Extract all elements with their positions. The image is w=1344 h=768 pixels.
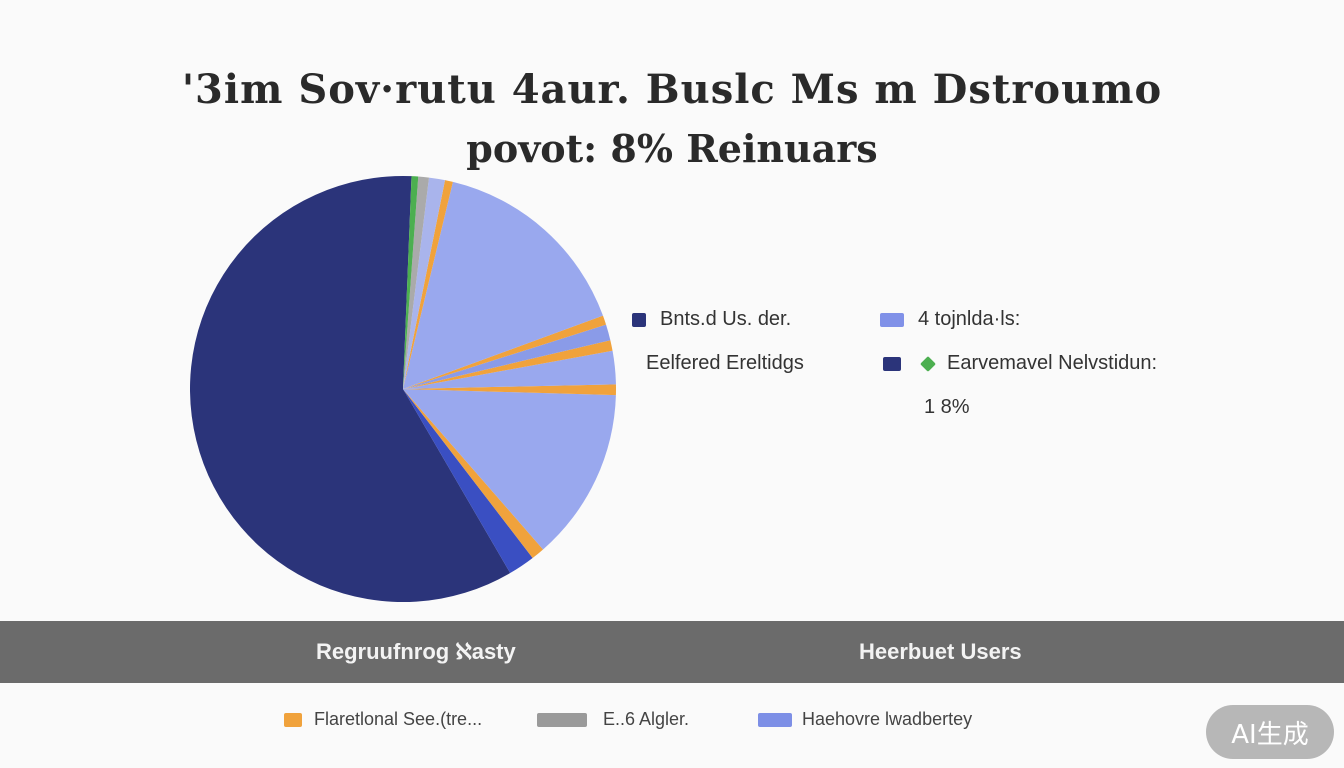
legend-label-1: Bnts.d Us. der.: [660, 308, 792, 330]
pie-slice-4: [403, 389, 616, 550]
pie-slice-7: [403, 340, 613, 389]
footer-band: Regruufnrog ℵasty Heerbuet Users: [0, 621, 1344, 683]
bottom-legend-item-1: Flaretlonal See.(tre...: [284, 709, 482, 730]
legend-label-3: Earvemavel Nelvstidun:: [947, 352, 1158, 374]
legend-swatch-1: [632, 312, 646, 327]
pie-slice-13: [403, 176, 430, 389]
chart-subtitle: povot: 8% Reinuars: [466, 126, 878, 171]
bottom-legend-item-3: Haehovre lwadbertey: [758, 709, 972, 730]
pie-slice-3: [403, 389, 544, 559]
bottom-legend-label-1: Flaretlonal See.(tre...: [314, 709, 483, 729]
legend-item-2: 4 tojnlda·ls:: [880, 308, 1020, 331]
pie-slice-1: [189, 176, 511, 603]
pie-slice-6: [403, 350, 616, 389]
pie-slice-5: [403, 384, 616, 396]
bottom-legend-label-3: Haehovre lwadbertey: [802, 709, 973, 729]
legend-label-2: 4 tojnlda·ls:: [918, 308, 1021, 330]
chart-title: '3im Sov·rutu 4aur. Buslc Ms m Dstroumo: [181, 66, 1163, 113]
pie-slice-11: [403, 180, 453, 389]
legend-item-1: Bnts.d Us. der.: [632, 308, 791, 331]
percent-label: 1 8%: [924, 396, 970, 418]
ai-generated-badge: AI生成: [1206, 705, 1334, 759]
pie-chart: [189, 176, 616, 603]
band-label-left: Regruufnrog ℵasty: [316, 639, 516, 664]
legend-swatch-2: [880, 312, 904, 327]
legend-item-3: Earvemavel Nelvstidun:: [883, 352, 1157, 375]
bottom-legend-swatch-1: [284, 712, 302, 727]
side-label-left: Eelfered Ereltidgs: [646, 352, 804, 374]
bottom-legend-swatch-3: [758, 712, 792, 727]
pie-slice-10: [403, 181, 603, 389]
pie-slice-14: [403, 176, 419, 389]
pie-slice-12: [403, 177, 446, 389]
bottom-legend-item-2: E..6 Algler.: [537, 709, 689, 730]
pie-slice-8: [403, 324, 611, 389]
bottom-legend-label-2: E..6 Algler.: [603, 709, 690, 729]
legend-swatch-3b: [920, 355, 936, 372]
pie-slice-2: [403, 389, 533, 574]
legend-swatch-3a: [883, 356, 901, 371]
bottom-legend-swatch-2: [537, 712, 587, 727]
band-label-right: Heerbuet Users: [859, 639, 1022, 664]
pie-slice-9: [403, 315, 607, 389]
